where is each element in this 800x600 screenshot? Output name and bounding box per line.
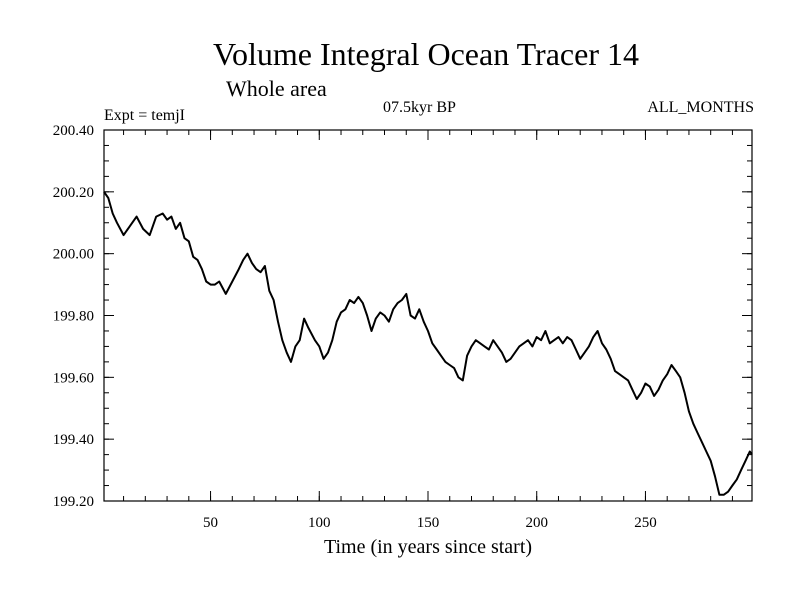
axis-ticks [104,129,752,502]
plot-frame [103,129,753,502]
months-label: ALL_MONTHS [647,99,754,116]
chart-subtitle: Whole area [226,76,327,101]
y-tick-label: 199.40 [53,432,94,448]
y-tick-label: 200.40 [53,123,94,139]
y-tick-label: 200.20 [53,185,94,201]
chart-title: Volume Integral Ocean Tracer 14 [213,36,639,72]
series-line [103,191,753,496]
y-tick-label: 199.20 [53,494,94,510]
y-tick-label: 199.60 [53,370,94,386]
x-tick-label: 50 [203,515,218,531]
period-label: 07.5kyr BP [383,99,456,116]
x-tick-label: 250 [634,515,657,531]
x-axis-label: Time (in years since start) [323,536,533,558]
experiment-label: Expt = temjI [104,107,186,124]
y-tick-label: 200.00 [53,247,94,263]
x-tick-label: 100 [308,515,331,531]
x-tick-label: 200 [525,515,548,531]
x-tick-label: 150 [417,515,440,531]
tick-labels: 50 100 150 200 250 200.40 200.20 200.00 199.80 19… [53,123,657,531]
y-tick-label: 199.80 [53,309,94,325]
